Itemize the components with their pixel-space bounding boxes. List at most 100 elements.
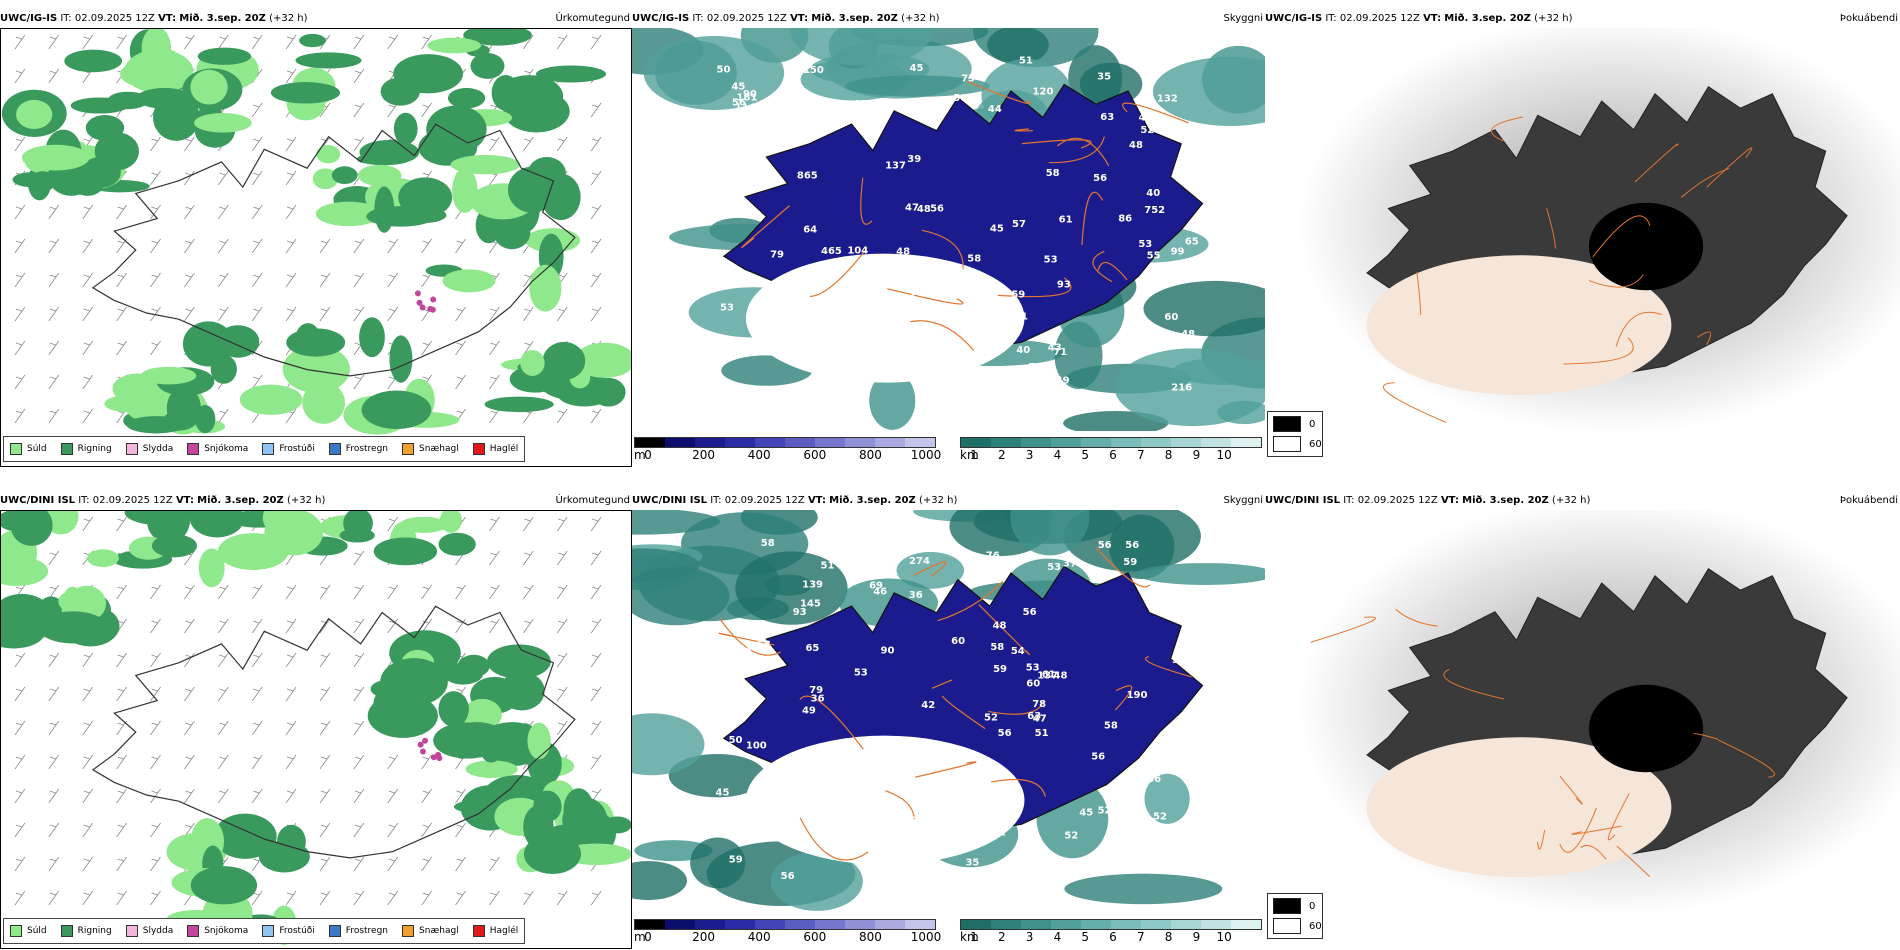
valid-time-value: Mið. 3.sep. 20Z [811,13,898,24]
colorbar-tick: 7 [1136,448,1145,462]
visibility-value-label: 56 [1093,173,1107,184]
wind-barb [455,238,466,254]
wind-barb [116,720,127,736]
wind-barb [82,720,94,736]
visibility-value-label: 87 [1019,376,1033,387]
precip-cell [367,693,438,738]
wind-barb [82,754,94,770]
colorbar-tick: 0 [644,930,652,944]
wind-barb [14,890,26,906]
wind-barb [590,204,602,220]
vis-colorbar-km [960,437,1262,448]
colorbar-bin [1051,920,1081,929]
wind-barb [48,822,60,838]
visibility-value-label: 60 [1164,312,1178,323]
visibility-value-label: 76 [986,550,1000,561]
wind-barb [285,136,297,152]
visibility-value-label: 56 [1125,540,1139,551]
vis-colorbar-km [960,919,1262,930]
legend-label: Slydda [142,926,174,936]
visibility-value-label: 52 [1153,812,1167,823]
wind-barb [590,550,602,566]
low-fog-area [1366,255,1672,396]
visibility-value-label: 56 [1023,607,1037,618]
wind-barb [48,374,60,390]
road-line [1559,807,1597,853]
legend-label: Frostregn [345,444,389,454]
wind-barb [489,550,500,566]
visibility-map[interactable]: 52 45 181 162 177 56 45 31 61 43 44 40 48 57 59 47 50 38 3… [632,28,1265,431]
wind-barb [353,822,365,838]
precip-cell [442,269,496,293]
legend-swatch [187,925,200,937]
visibility-value-label: 49 [1056,376,1070,387]
visibility-value-label: 59 [729,855,743,866]
issue-time-value: 02.09.2025 12Z [1339,13,1420,24]
visibility-value-label: 60 [951,636,965,647]
legend-item: Haglél [472,925,518,937]
road-line [937,581,1004,622]
precip-cell [520,349,545,376]
wind-barb [523,136,534,152]
wind-barb [353,652,365,668]
panel-header: UWC/IG-IS IT: 02.09.2025 12Z VT: Mið. 3.… [1265,10,1900,28]
visibility-value-label: 65 [1185,236,1199,247]
precip-type-map[interactable]: Súld Rigning Slydda Snjókoma Frostúði Frostre… [0,510,632,949]
colorbar-tick: 800 [858,930,882,944]
wind-barb [455,890,466,906]
fog-legend: 0 60 [1267,893,1323,939]
colorbar-bin [875,438,905,447]
legend-swatch [328,925,341,937]
visibility-value-label: 59 [1011,289,1025,300]
wind-barb [251,686,263,702]
fog-indicator-map[interactable]: 0 60 [1265,28,1900,465]
wind-barb [590,136,602,152]
visibility-value-label: 61 [1014,312,1028,323]
fog-indicator-map[interactable]: 0 60 [1265,510,1900,947]
road-line [741,205,791,249]
visibility-value-label: 39 [1172,655,1186,666]
visibility-value-label: 78 [1029,362,1043,373]
wind-barb [48,306,60,322]
lead-time: (+32 h) [1551,495,1591,506]
issue-time-value: 02.09.2025 12Z [1357,495,1438,506]
visibility-value-label: 53 [1138,239,1152,250]
visibility-value-label: 69 [782,760,796,771]
visibility-value-label: 59 [1123,557,1137,568]
colorbar-bin [1201,920,1231,929]
wind-barb [48,34,60,50]
wind-barb [590,652,602,668]
legend-swatch [187,443,200,455]
precip-type-map[interactable]: Súld Rigning Slydda Snjókoma Frostúði Frostre… [0,28,632,467]
product-name: Þokuábendi [1839,13,1898,24]
precip-cell [339,528,375,543]
wind-barb [14,788,26,804]
visibility-map[interactable]: 53 45 35 37 274 269 56 59 139 79 56 93 122 58 61 54 100 5… [632,510,1265,913]
road-line [1706,147,1753,188]
precip-map-svg [1,511,631,945]
visibility-value-label: 47 [932,788,946,799]
wind-barb [14,306,26,322]
sea-visibility-cell [632,548,700,582]
legend-label: Frostúði [279,444,315,454]
wind-barb [48,550,60,566]
wind-barb [116,856,127,872]
wind-barb [184,686,195,702]
road-line [1144,655,1192,678]
visibility-value-label: 61 [721,746,735,757]
model-name: UWC/IG-IS [1265,13,1323,24]
wind-barb [184,788,195,804]
legend-label: Slydda [142,444,174,454]
wind-barb [590,516,602,532]
legend-swatch [262,443,275,455]
visibility-value-label: 39 [907,154,921,165]
sea-visibility-cell [790,28,934,66]
visibility-value-label: 122 [833,800,854,811]
precip-cell [194,113,252,133]
visibility-value-label: 59 [1164,589,1178,600]
precip-cell [299,33,326,48]
fog-legend-label: 60 [1309,920,1322,932]
visibility-value-label: 48 [896,247,910,258]
colorbar-tick: 7 [1136,930,1145,944]
wind-barb [590,890,602,906]
